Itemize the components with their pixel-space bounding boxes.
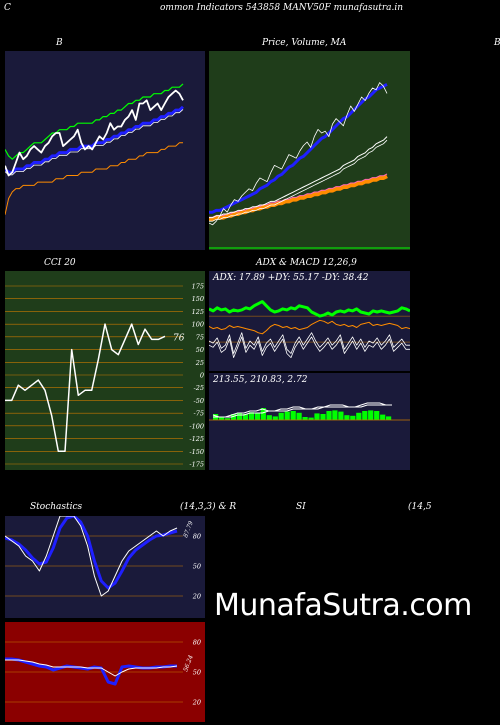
macd-value-label: 213.55, 210.83, 2.72: [213, 375, 308, 385]
macd-histogram-bar: [338, 411, 344, 420]
rsi-panel: 80 50 20 56.24: [5, 622, 205, 722]
rsi-tick-label: 20: [192, 699, 201, 707]
adx-line: [209, 336, 410, 358]
cci-tick-label: 175: [192, 283, 204, 291]
stochastics-params: (14,3,3) & R: [180, 502, 237, 512]
bollinger-upper-band: [5, 83, 184, 160]
stochastics-tick-label: 20: [192, 593, 201, 601]
cci-tick-label: 100: [192, 321, 204, 329]
watermark: MunafaSutra.com: [214, 588, 472, 623]
cci-tick-label: -75: [194, 410, 204, 418]
price-ma-long-edge: [209, 173, 388, 218]
cci-tick-label: 150: [192, 295, 204, 303]
macd-histogram-bar: [219, 417, 225, 420]
cci-panel: 175 150 125 100 75 50 25 0 -25 -50 -75 -100 -125 -150…: [5, 271, 205, 470]
macd-histogram-bar: [344, 415, 350, 420]
macd-histogram-bar: [296, 412, 302, 420]
rsi-tick-label: 50: [193, 669, 201, 677]
macd-histogram-bar: [332, 410, 338, 420]
rsi-tick-label: 80: [193, 639, 201, 647]
macd-panel: 213.55, 210.83, 2.72: [209, 373, 410, 470]
cci-tick-label: -150: [189, 448, 204, 456]
cci-tick-label: 75: [196, 333, 204, 341]
cci-chart: 175 150 125 100 75 50 25 0 -25 -50 -75 -100 -125 -150…: [5, 283, 204, 469]
macd-histogram-bar: [284, 411, 290, 420]
bollinger-price-line: [5, 89, 184, 177]
macd-histogram-bar: [302, 417, 308, 420]
macd-histogram-bar: [254, 412, 260, 420]
adx-minus-dy-line: [209, 319, 410, 335]
macd-signal-line: [213, 404, 392, 418]
macd-histogram-bar: [230, 414, 237, 420]
cci-tick-label: -175: [189, 461, 204, 469]
macd-histogram-bar: [326, 411, 332, 420]
adx-value-label: ADX: 17.89 +DY: 55.17 -DY: 38.42: [213, 273, 369, 283]
adx-chart: [209, 300, 410, 358]
price-line: [209, 82, 388, 226]
bollinger-chart: [5, 83, 185, 215]
corner-right-label: B: [494, 38, 500, 48]
macd-histogram-bar: [308, 417, 314, 420]
adx-line-secondary: [209, 332, 410, 354]
stochastics-title: Stochastics: [30, 502, 83, 512]
macd-histogram-bar: [266, 415, 272, 420]
price-ma-title: Price, Volume, MA: [262, 38, 347, 48]
macd-histogram-bar: [236, 412, 243, 420]
macd-histogram-bar: [314, 413, 320, 420]
bollinger-panel: [5, 51, 205, 250]
bollinger-lower-band: [5, 142, 183, 215]
macd-histogram-bar: [368, 410, 374, 420]
price-ma-mid-shadow: [209, 139, 388, 222]
macd-line: [212, 402, 392, 418]
stochastics-tick-label: 50: [193, 563, 201, 571]
adx-plus-dy-line: [209, 300, 410, 318]
cci-tick-label: -125: [189, 435, 204, 443]
stochastics-panel: 80 50 20 87.79: [5, 516, 205, 618]
cci-tick-label: 25: [195, 359, 204, 367]
stochastics-d-line: [5, 516, 178, 590]
macd-histogram-bar: [362, 411, 368, 420]
macd-histogram-bar: [278, 412, 284, 420]
macd-histogram-bar: [242, 414, 248, 420]
macd-histogram-bar: [260, 408, 266, 420]
rsi-title: SI: [296, 502, 306, 512]
macd-histogram-bar: [356, 412, 362, 420]
cci-tick-label: -50: [194, 397, 204, 405]
stochastics-k-line: [5, 516, 178, 597]
adx-title: ADX & MACD 12,26,9: [256, 258, 357, 268]
price-ma-panel: [209, 51, 410, 250]
page-header: ommon Indicators 543858 MANV50F munafasu…: [160, 3, 404, 13]
cci-tick-label: 0: [200, 372, 204, 380]
macd-histogram-bar: [272, 416, 278, 420]
price-ma-chart: [209, 82, 410, 249]
cci-tick-label: 125: [192, 308, 204, 316]
cci-value-label: 76: [173, 333, 185, 343]
bollinger-title: B: [56, 38, 63, 48]
cci-line: [5, 323, 166, 453]
cci-tick-label: 50: [196, 346, 204, 354]
macd-histogram-bar: [380, 414, 386, 420]
cci-tick-label: -25: [194, 384, 204, 392]
macd-histogram-bar: [386, 416, 392, 420]
corner-left-label: C: [4, 3, 11, 13]
bollinger-middle-band: [5, 105, 185, 174]
macd-histogram-bar: [248, 412, 254, 420]
macd-chart: [209, 402, 410, 421]
cci-title: CCI 20: [44, 258, 76, 268]
macd-histogram-bar: [224, 418, 231, 420]
rsi-line: [5, 657, 177, 686]
price-ma-mid: [209, 136, 388, 219]
rsi-smooth-line: [5, 659, 178, 677]
macd-histogram-bar: [350, 415, 356, 420]
macd-histogram-bar: [374, 411, 380, 420]
stochastics-tick-label: 80: [193, 533, 201, 541]
cci-tick-label: -100: [189, 422, 204, 430]
macd-histogram-bar: [290, 411, 296, 420]
macd-histogram-bar: [320, 414, 326, 420]
price-ma-long: [209, 174, 388, 222]
adx-panel: ADX: 17.89 +DY: 55.17 -DY: 38.42: [209, 271, 410, 371]
rsi-params: (14,5: [408, 502, 432, 512]
